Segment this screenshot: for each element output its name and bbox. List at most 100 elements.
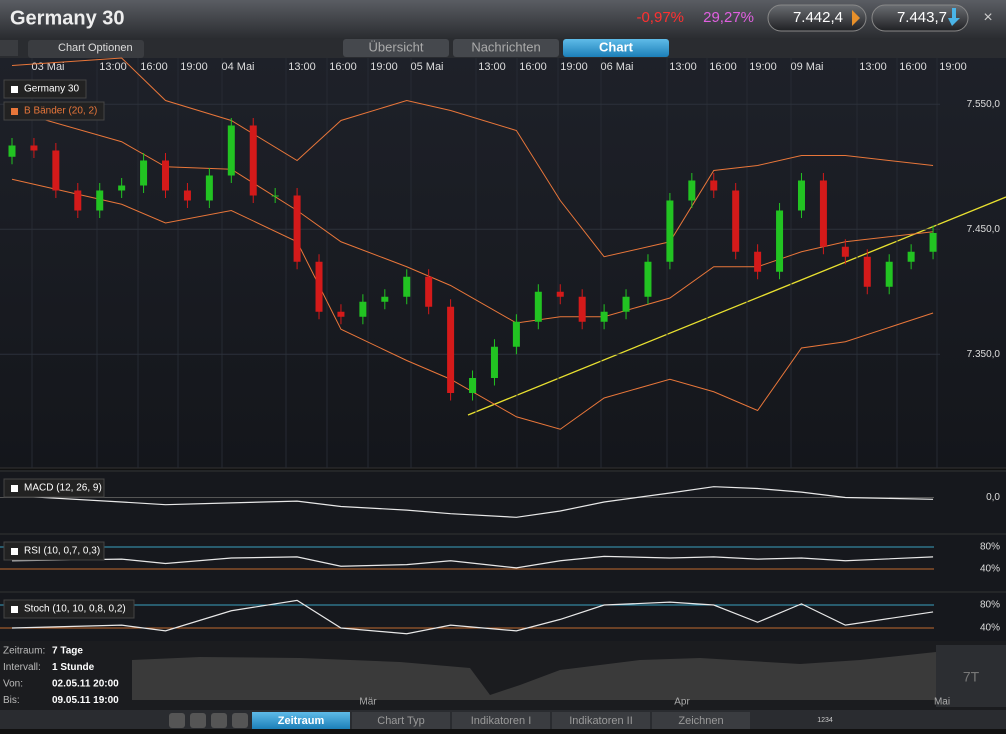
indicator-line xyxy=(11,599,934,635)
range-label[interactable]: 7T xyxy=(963,669,980,685)
legend-swatch xyxy=(11,86,18,93)
bid-button[interactable] xyxy=(767,4,867,32)
candle-body xyxy=(74,190,82,211)
bid: 7.442,4 xyxy=(793,9,843,26)
ask-button[interactable] xyxy=(871,4,969,32)
candle-body xyxy=(337,311,345,317)
time-label: 19:00 xyxy=(180,61,208,73)
candle-body xyxy=(556,291,564,297)
navigator-label: Mai xyxy=(934,697,950,708)
candle-body xyxy=(52,150,60,191)
candle-body xyxy=(754,251,762,272)
y-tick-label: 7.550,0 xyxy=(967,99,1001,110)
candle-body xyxy=(863,256,871,287)
candle-body xyxy=(797,180,805,211)
candle-body xyxy=(447,306,455,393)
ask: 7.443,7 xyxy=(897,9,947,26)
toolbar-tab[interactable] xyxy=(552,712,650,729)
toolbar-tab[interactable] xyxy=(452,712,550,729)
info-value: 1 Stunde xyxy=(52,662,95,673)
info-value: 7 Tage xyxy=(52,646,83,657)
time-label: 09 Mai xyxy=(790,61,823,73)
candle-body xyxy=(490,346,498,378)
time-label: 05 Mai xyxy=(410,61,443,73)
chart-options-button[interactable] xyxy=(28,40,144,58)
candle-body xyxy=(732,190,740,252)
candle-body xyxy=(205,175,213,201)
candle-body xyxy=(425,276,433,307)
navigator-shape xyxy=(132,652,936,700)
tool-button[interactable] xyxy=(232,713,248,728)
y-tick-label: 40% xyxy=(980,623,1000,634)
info-value: 09.05.11 19:00 xyxy=(52,695,119,706)
y-tick-label: 7.450,0 xyxy=(967,224,1001,235)
legend-swatch xyxy=(11,485,18,492)
change: -0,97% xyxy=(636,9,684,26)
candle-body xyxy=(271,195,279,197)
range-box xyxy=(936,645,1006,707)
time-label: 04 Mai xyxy=(221,61,254,73)
candle-body xyxy=(315,261,323,312)
time-label: 13:00 xyxy=(288,61,316,73)
time-label: 16:00 xyxy=(709,61,737,73)
candle-body xyxy=(885,261,893,287)
tab-label: Nachrichten xyxy=(471,39,540,54)
tab[interactable] xyxy=(343,39,449,57)
candle-body xyxy=(907,251,915,262)
time-label: 13:00 xyxy=(859,61,887,73)
y-tick-label: 7.350,0 xyxy=(967,349,1001,360)
candle-body xyxy=(644,261,652,297)
candle-body xyxy=(710,180,718,191)
time-label: 19:00 xyxy=(370,61,398,73)
candle-body xyxy=(359,301,367,317)
tool-button[interactable] xyxy=(211,713,227,728)
time-label: 16:00 xyxy=(140,61,168,73)
candle-body xyxy=(8,145,16,157)
y-tick-label: 80% xyxy=(980,542,1000,553)
tab[interactable] xyxy=(563,39,669,57)
candle-body xyxy=(118,185,126,191)
collapse-button[interactable] xyxy=(0,40,18,56)
legend-label: B Bänder (20, 2) xyxy=(24,106,97,117)
candle-body xyxy=(249,125,257,196)
y-tick-label: 80% xyxy=(980,600,1000,611)
candle-body xyxy=(469,378,477,393)
tool-button[interactable] xyxy=(190,713,206,728)
toolbar-label: Chart Typ xyxy=(377,715,425,727)
band-line xyxy=(11,178,934,430)
toolbar-label: Indikatoren I xyxy=(471,715,532,727)
toolbar-tab[interactable] xyxy=(652,712,750,729)
toolbar-tab[interactable] xyxy=(352,712,450,729)
tool-button[interactable] xyxy=(169,713,185,728)
chart-options: Chart Optionen xyxy=(58,42,133,54)
time-label: 13:00 xyxy=(478,61,506,73)
time-label: 13:00 xyxy=(99,61,127,73)
info-label: Zeitraum: xyxy=(3,646,45,657)
volatility: 29,27% xyxy=(703,9,754,26)
candle-body xyxy=(140,160,148,186)
candle-body xyxy=(293,195,301,262)
tab[interactable] xyxy=(453,39,559,57)
candle-body xyxy=(622,296,630,312)
time-label: 19:00 xyxy=(560,61,588,73)
navigator-label: Apr xyxy=(674,697,690,708)
candle-body xyxy=(578,296,586,322)
candle-body xyxy=(512,321,520,347)
legend-label: RSI (10, 0,7, 0,3) xyxy=(24,546,100,557)
toolbar-tab[interactable] xyxy=(252,712,350,729)
candle-body xyxy=(381,296,389,302)
time-label: 16:00 xyxy=(899,61,927,73)
candle-body xyxy=(929,233,937,252)
close-button[interactable]: × xyxy=(983,9,992,26)
instrument-title: Germany 30 xyxy=(10,7,125,29)
candle-body xyxy=(227,125,235,176)
legend-swatch xyxy=(11,606,18,613)
indicator-area xyxy=(0,470,1006,641)
candle-body xyxy=(30,145,38,151)
toolbar-label: Indikatoren II xyxy=(569,715,633,727)
toolbar-label: Zeichnen xyxy=(678,715,723,727)
legend-label: MACD (12, 26, 9) xyxy=(24,483,102,494)
time-label: 19:00 xyxy=(749,61,777,73)
time-label: 19:00 xyxy=(939,61,967,73)
